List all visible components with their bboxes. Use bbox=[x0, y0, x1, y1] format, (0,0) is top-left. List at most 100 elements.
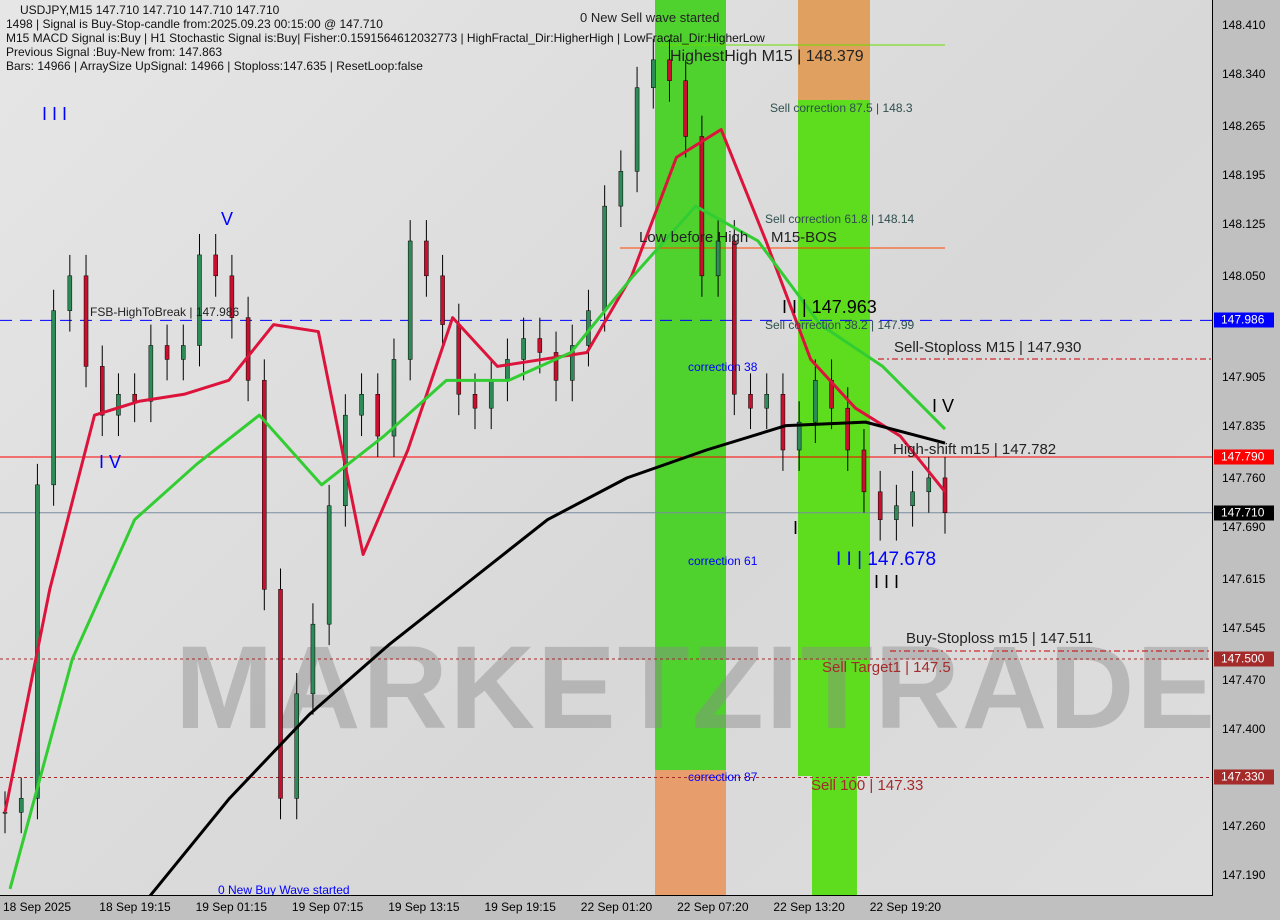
wave-iv-label-right: I V bbox=[932, 396, 955, 416]
new-sell-wave-label: 0 New Sell wave started bbox=[580, 10, 720, 25]
high-shift-label: High-shift m15 | 147.782 bbox=[893, 441, 1057, 458]
candle-body bbox=[440, 275, 445, 325]
candle-body bbox=[83, 275, 89, 367]
sell-correction-618: Sell correction 61.8 | 148.14 bbox=[765, 212, 915, 226]
bos-label: M15-BOS bbox=[771, 229, 837, 246]
price-tag: 147.330 bbox=[1214, 769, 1274, 785]
candle-body bbox=[764, 394, 769, 409]
low-before-high-label: Low before High bbox=[639, 229, 749, 246]
sell-100-label: Sell 100 | 147.33 bbox=[811, 777, 924, 794]
buy-stoploss-label: Buy-Stoploss m15 | 147.511 bbox=[906, 630, 1094, 647]
candle-body bbox=[667, 59, 672, 81]
correction-61-label: correction 61 bbox=[688, 554, 758, 568]
buy-zone-3 bbox=[812, 776, 857, 895]
y-tick-label: 147.690 bbox=[1222, 519, 1266, 534]
candle-body bbox=[213, 254, 218, 277]
candle-body bbox=[505, 359, 510, 381]
candle-body bbox=[634, 87, 640, 172]
candle-body bbox=[181, 345, 186, 360]
price-tag: 147.710 bbox=[1214, 505, 1274, 521]
candle-body bbox=[278, 589, 283, 799]
price-tag: 147.986 bbox=[1214, 312, 1274, 328]
sell-correction-875: Sell correction 87.5 | 148.3 bbox=[770, 101, 913, 115]
chart-plot-area[interactable]: MARKETZITRADE USDJPY,M15 147.710 147.710… bbox=[0, 0, 1213, 896]
candle-body bbox=[391, 359, 397, 437]
moving-average-line-1 bbox=[8, 204, 947, 890]
y-tick-label: 148.195 bbox=[1222, 167, 1266, 182]
candle-body bbox=[375, 394, 381, 437]
signal-line: 1498 | Signal is Buy-Stop-candle from:20… bbox=[6, 17, 383, 31]
candle-body bbox=[926, 477, 932, 493]
candle-body bbox=[424, 240, 429, 277]
candle-body bbox=[132, 394, 137, 402]
wave-iv-label-left: I V bbox=[99, 452, 122, 472]
wave-i-label: I bbox=[793, 518, 799, 538]
y-tick-label: 148.340 bbox=[1222, 66, 1266, 81]
wave-ii-low-label: I I | 147.678 bbox=[836, 549, 937, 570]
x-tick-label: 22 Sep 19:20 bbox=[869, 900, 942, 914]
candle-body bbox=[51, 310, 56, 486]
candle-body bbox=[18, 798, 24, 813]
candle-body bbox=[796, 421, 802, 451]
candle-body bbox=[229, 275, 235, 318]
candle-body bbox=[197, 254, 202, 346]
candle-body bbox=[618, 171, 624, 207]
x-tick-label: 22 Sep 01:20 bbox=[580, 900, 653, 914]
moving-average-line-2 bbox=[148, 420, 946, 895]
y-tick-label: 147.615 bbox=[1222, 571, 1266, 586]
candle-body bbox=[310, 623, 316, 695]
candle-body bbox=[602, 205, 607, 311]
y-tick-label: 148.125 bbox=[1222, 216, 1266, 231]
candle-body bbox=[67, 275, 73, 311]
buy-zone-1 bbox=[655, 0, 726, 770]
candle-body bbox=[553, 352, 559, 381]
fsb-high-to-break-label: FSB-HighToBreak | 147.986 bbox=[90, 305, 240, 319]
candle-body bbox=[715, 240, 721, 277]
candle-body bbox=[861, 449, 867, 493]
candle-body bbox=[407, 240, 413, 360]
correction-38-label: correction 38 bbox=[688, 360, 758, 374]
watermark: MARKETZITRADE bbox=[175, 622, 1213, 754]
x-tick-label: 22 Sep 13:20 bbox=[773, 900, 845, 914]
y-tick-label: 147.905 bbox=[1222, 369, 1266, 384]
y-tick-label: 147.190 bbox=[1222, 868, 1266, 882]
candle-body bbox=[294, 693, 299, 799]
x-tick-label: 18 Sep 19:15 bbox=[99, 900, 171, 914]
price-tag: 147.790 bbox=[1214, 449, 1274, 465]
y-tick-label: 147.470 bbox=[1222, 672, 1266, 687]
candle-body bbox=[262, 380, 267, 590]
candle-body bbox=[99, 366, 105, 416]
candle-body bbox=[894, 505, 899, 520]
candle-body bbox=[877, 491, 883, 520]
y-tick-label: 147.760 bbox=[1222, 470, 1266, 485]
candle-body bbox=[651, 59, 656, 88]
orange-zone-2 bbox=[798, 0, 870, 100]
candle-body bbox=[813, 380, 818, 423]
bars-line: Bars: 14966 | ArraySize UpSignal: 14966 … bbox=[6, 59, 423, 73]
candle-body bbox=[472, 394, 478, 409]
price-tag: 147.500 bbox=[1214, 651, 1274, 667]
candle-body bbox=[780, 394, 786, 451]
y-tick-label: 147.835 bbox=[1222, 418, 1266, 433]
buy-zone-2 bbox=[798, 100, 870, 776]
x-tick-label: 19 Sep 01:15 bbox=[195, 900, 267, 914]
moving-average-line-0 bbox=[3, 128, 947, 813]
sell-correction-382: Sell correction 38.2 | 147.99 bbox=[765, 318, 915, 332]
candle-body bbox=[488, 380, 494, 409]
candle-body bbox=[845, 407, 851, 451]
x-tick-label: 19 Sep 19:15 bbox=[484, 900, 556, 914]
correction-87-label: correction 87 bbox=[688, 770, 758, 784]
price-chart bbox=[0, 38, 1212, 895]
candle-body bbox=[537, 338, 543, 353]
indicator-line: M15 MACD Signal is:Buy | H1 Stochastic S… bbox=[6, 31, 765, 45]
y-tick-label: 147.400 bbox=[1222, 721, 1266, 736]
wave-ii-high-label: I I | 147.963 bbox=[782, 297, 877, 317]
x-tick-label: 18 Sep 2025 bbox=[3, 900, 72, 914]
candle-body bbox=[942, 477, 948, 513]
sell-stoploss-label: Sell-Stoploss M15 | 147.930 bbox=[894, 339, 1082, 356]
wave-iii-label-right: I I I bbox=[874, 572, 900, 592]
x-tick-label: 19 Sep 13:15 bbox=[388, 900, 460, 914]
wave-iii-label-left: I I I bbox=[42, 104, 68, 124]
candle-body bbox=[456, 324, 462, 395]
previous-signal-line: Previous Signal :Buy-New from: 147.863 bbox=[6, 45, 223, 59]
